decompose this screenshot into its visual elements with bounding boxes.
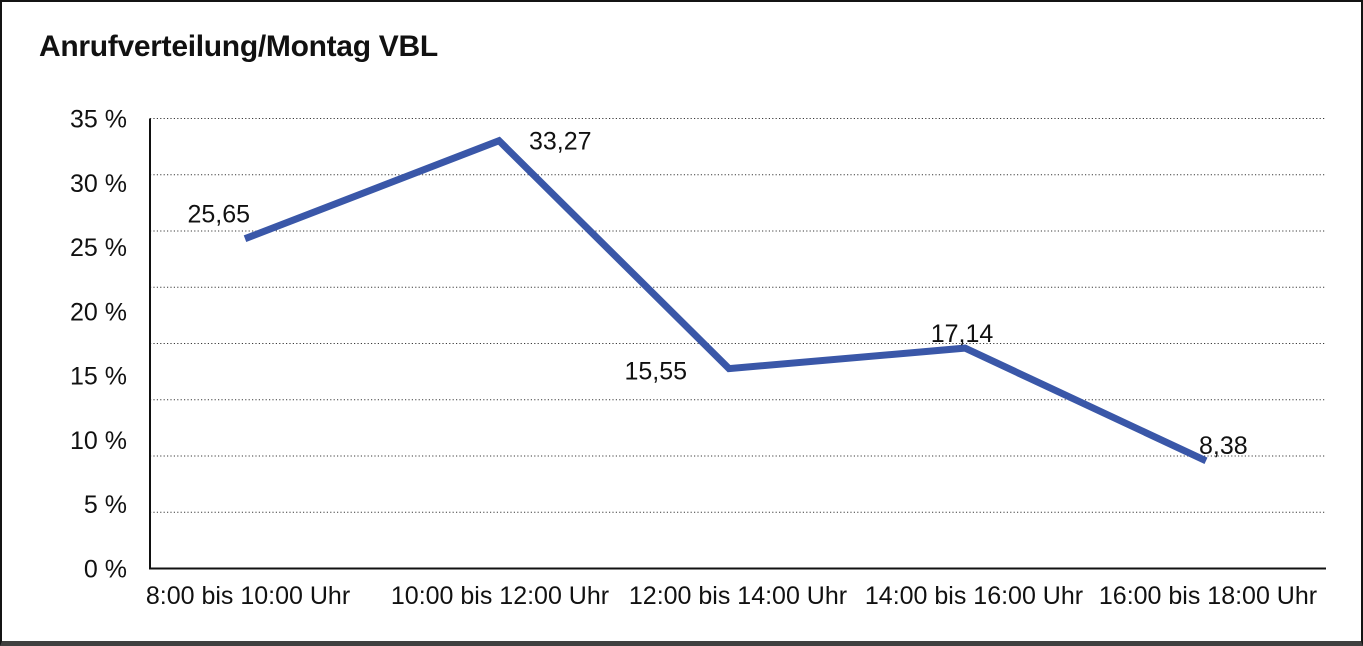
x-tick-label: 8:00 bis 10:00 Uhr [146, 582, 350, 610]
y-tick-label: 25 % [70, 234, 127, 262]
point-label: 15,55 [624, 358, 687, 386]
y-tick-label: 20 % [70, 298, 127, 326]
y-tick-label: 15 % [70, 363, 127, 391]
series-line [243, 136, 1208, 464]
y-tick-label: 30 % [70, 170, 127, 198]
point-label: 8,38 [1199, 432, 1248, 460]
chart-title: Anrufverteilung/Montag VBL [39, 30, 438, 63]
y-tick-label: 35 % [70, 106, 127, 134]
y-tick-label: 10 % [70, 427, 127, 455]
x-tick-label: 10:00 bis 12:00 Uhr [391, 582, 609, 610]
point-label: 17,14 [931, 320, 994, 348]
y-tick-label: 5 % [84, 491, 127, 519]
x-tick-label: 14:00 bis 16:00 Uhr [865, 582, 1083, 610]
point-label: 25,65 [187, 201, 250, 229]
x-tick-label: 16:00 bis 18:00 Uhr [1099, 582, 1317, 610]
point-label: 33,27 [529, 128, 592, 156]
x-tick-label: 12:00 bis 14:00 Uhr [629, 582, 847, 610]
y-tick-label: 0 % [84, 556, 127, 584]
